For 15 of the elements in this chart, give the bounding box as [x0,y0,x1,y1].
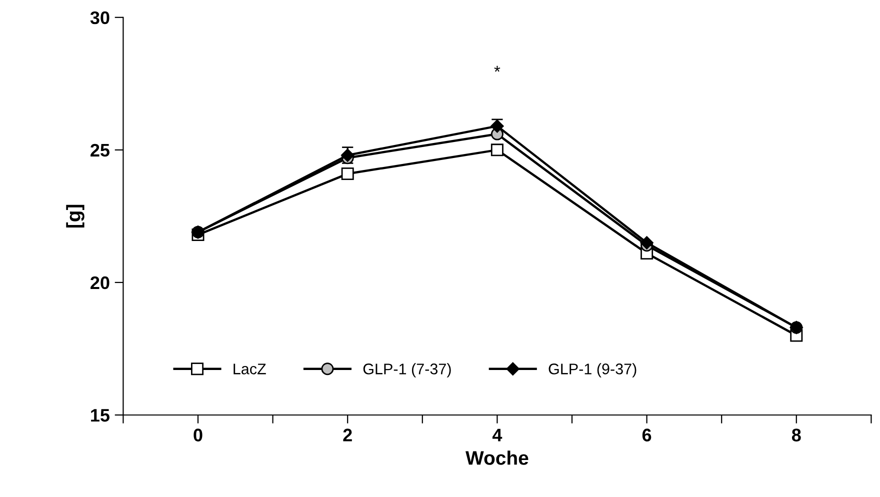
x-tick-label: 0 [194,428,202,442]
y-tick-label: 15 [91,409,110,422]
x-tick-label: 4 [492,428,502,442]
x-tick-label: 2 [343,428,352,442]
y-tick-label: 25 [90,144,110,157]
y-tick-label: 30 [90,11,110,24]
x-tick-label: 8 [792,428,801,442]
legend-label: LacZ [234,364,266,374]
y-tick-label: 20 [90,276,110,290]
legend-label: GLP-1 (7-37) [363,363,451,378]
annotation: * [494,66,500,72]
x-tick-label: 6 [642,428,652,442]
legend-label: GLP-1 (9-37) [548,363,636,378]
x-axis-title: Woche [466,450,528,465]
y-axis-title: [g] [66,204,84,228]
